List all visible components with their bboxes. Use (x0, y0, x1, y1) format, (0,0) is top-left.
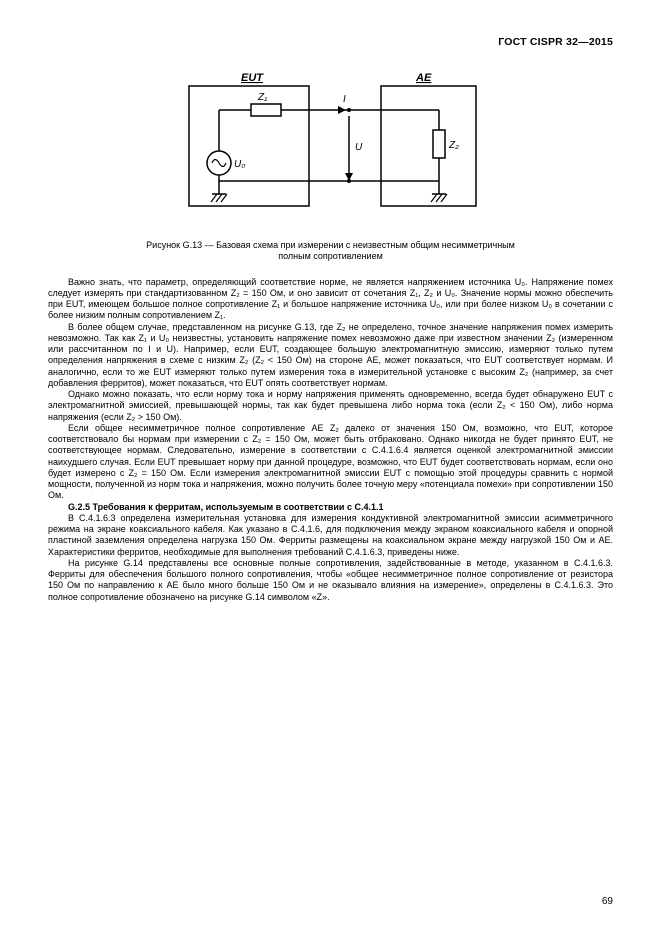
figure-caption: Рисунок G.13 — Базовая схема при измерен… (48, 240, 613, 263)
u0-label: U₀ (234, 159, 245, 170)
z1-label: Z₁ (257, 92, 267, 103)
z2-label: Z₂ (448, 140, 459, 151)
paragraph-3: Однако можно показать, что если норму то… (48, 389, 613, 423)
figure-caption-line1: Рисунок G.13 — Базовая схема при измерен… (146, 240, 515, 250)
ae-label: AE (415, 72, 432, 84)
u-label: U (355, 142, 363, 153)
paragraph-2: В более общем случае, представленном на … (48, 322, 613, 390)
figure-g13: EUT AE U₀ Z₁ I Z₂ (48, 68, 613, 228)
circuit-diagram-svg: EUT AE U₀ Z₁ I Z₂ (171, 68, 491, 223)
body-text: Важно знать, что параметр, определяющий … (48, 277, 613, 603)
section-heading-g25: G.2.5 Требования к ферритам, используемы… (48, 502, 613, 513)
i-label: I (343, 94, 346, 105)
figure-caption-line2: полным сопротивлением (278, 251, 383, 261)
eut-label: EUT (241, 72, 264, 84)
paragraph-1: Важно знать, что параметр, определяющий … (48, 277, 613, 322)
paragraph-5: В С.4.1.6.3 определена измерительная уст… (48, 513, 613, 558)
document-standard-header: ГОСТ CISPR 32—2015 (48, 36, 613, 48)
paragraph-4: Если общее несимметричное полное сопроти… (48, 423, 613, 502)
page-number: 69 (602, 896, 613, 907)
paragraph-6: На рисунке G.14 представлены все основны… (48, 558, 613, 603)
